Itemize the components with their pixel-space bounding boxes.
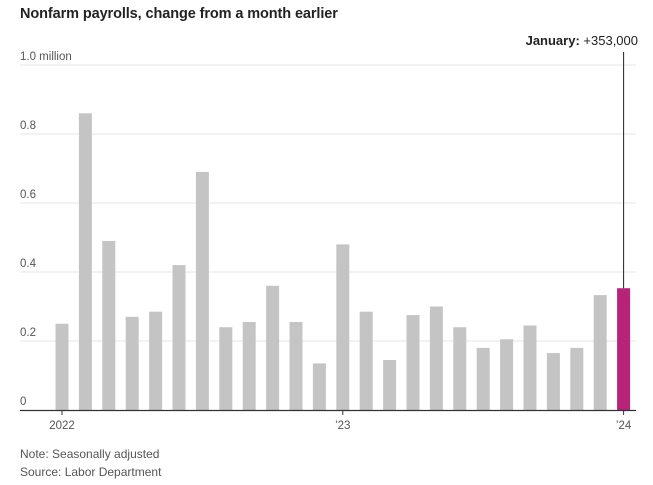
bar: [570, 347, 584, 410]
y-tick-label: 0: [20, 396, 26, 408]
bar: [266, 285, 280, 410]
bar: [523, 325, 537, 410]
y-tick-label: 0.6: [20, 189, 36, 201]
bar: [476, 347, 490, 410]
annotation-text: January: +353,000: [526, 33, 638, 48]
bar: [125, 316, 139, 410]
annotation-label: January:: [526, 33, 580, 48]
bar: [429, 306, 443, 410]
bar: [312, 363, 326, 410]
bar: [500, 339, 514, 410]
annotation: January: +353,000: [526, 33, 638, 289]
y-tick-label: 0.4: [20, 258, 37, 270]
bars: [55, 113, 631, 411]
y-tick-label: 0.8: [20, 120, 36, 132]
y-tick-label: 1.0 million: [20, 51, 72, 63]
source-text: Source: Labor Department: [20, 465, 162, 479]
x-axis: 2022 ’23 ’24: [20, 409, 636, 432]
x-tick-label: ’23: [335, 420, 350, 432]
notes: Note: Seasonally adjusted Source: Labor …: [20, 445, 161, 481]
bar: [219, 327, 233, 410]
bar: [289, 322, 303, 410]
bar: [172, 265, 186, 410]
bar: [195, 171, 209, 410]
bar: [242, 322, 256, 410]
y-tick-label: 0.2: [20, 327, 36, 339]
bar: [406, 315, 420, 410]
x-tick-label: 2022: [49, 420, 75, 432]
y-axis-labels: 0 0.2 0.4 0.6 0.8 1.0 million: [20, 51, 72, 408]
bar: [102, 240, 116, 410]
bar: [78, 113, 92, 411]
chart-title: Nonfarm payrolls, change from a month ea…: [20, 6, 338, 22]
annotation-value: +353,000: [580, 33, 638, 48]
note-text: Note: Seasonally adjusted: [20, 447, 160, 461]
bar: [546, 353, 560, 410]
x-tick-label: ’24: [616, 420, 632, 432]
bar: [383, 359, 397, 410]
bar: [336, 244, 350, 410]
bar: [617, 288, 631, 410]
bar: [359, 311, 373, 410]
bar: [593, 295, 607, 410]
bar: [55, 323, 69, 410]
bar: [149, 311, 163, 410]
bar: [453, 327, 467, 410]
bar-chart: 0 0.2 0.4 0.6 0.8 1.0 million 2022 ’23 ’24 Janu…: [20, 33, 638, 432]
